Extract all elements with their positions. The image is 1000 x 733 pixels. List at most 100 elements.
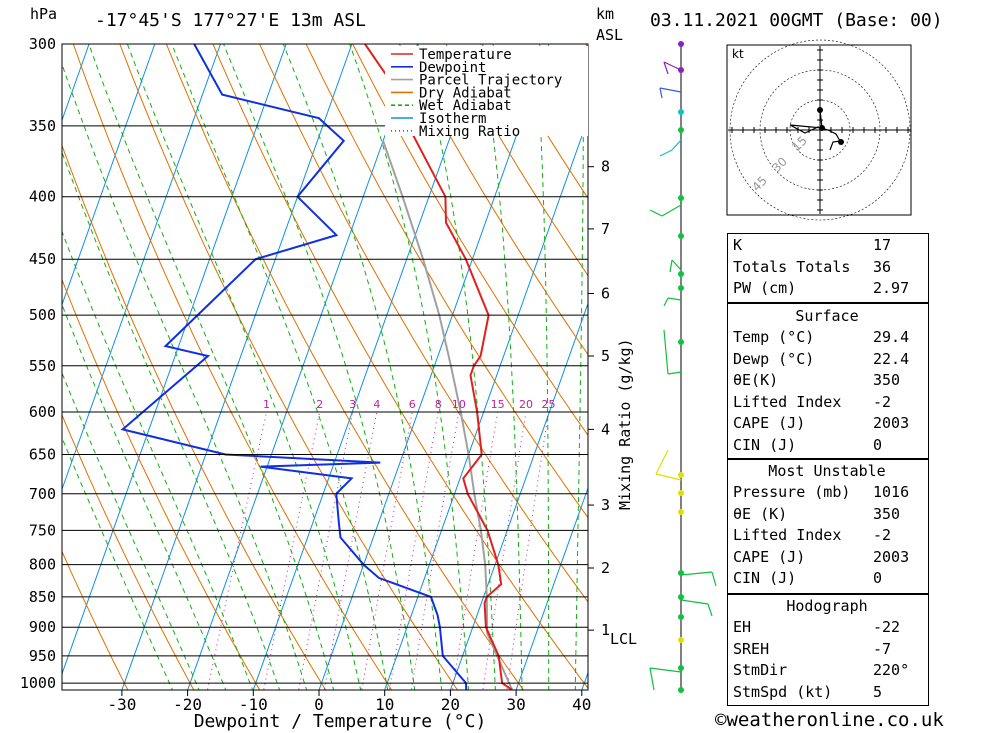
wind-barb (671, 259, 682, 271)
surface-title: Surface (795, 307, 859, 325)
index-value: 1016 (873, 483, 910, 501)
background-lines (0, 44, 588, 690)
dry-adiabat-line (72, 44, 393, 690)
height-tick-label: 4 (601, 420, 610, 438)
legend-label: Dewpoint (419, 60, 486, 76)
mixing-ratio-line (323, 411, 378, 690)
dry-adiabat-line (398, 44, 588, 356)
height-tick-label: 6 (601, 285, 610, 303)
wind-barb (663, 297, 669, 307)
basic-indices-box (727, 233, 929, 303)
mixing-ratio-line (506, 411, 549, 690)
pressure-unit-label: hPa (30, 5, 58, 23)
isotherm-line (515, 486, 588, 690)
wind-level-dot (678, 41, 684, 47)
wind-level-dot (678, 127, 684, 133)
chart-title: -17°45'S 177°27'E 13m ASL (95, 10, 366, 31)
mixing-ratio-label: 1 (263, 398, 270, 411)
index-value: -2 (873, 392, 892, 411)
dry-adiabat-line (62, 550, 129, 690)
surface-box (727, 303, 929, 459)
wind-level-dot (678, 271, 684, 277)
wind-barb (663, 329, 669, 375)
wind-barb (667, 371, 682, 375)
wind-level-dot (678, 509, 684, 515)
wind-level-dot (678, 687, 684, 693)
index-label: StmDir (733, 661, 788, 680)
legend-label: Mixing Ratio (419, 124, 520, 140)
index-label: θE(K) (733, 371, 779, 390)
pressure-tick-label: 900 (29, 618, 56, 636)
footer-credit: ©weatheronline.co.uk (715, 709, 944, 731)
index-value: -22 (873, 618, 901, 636)
wind-level-dot (678, 490, 684, 496)
dry-adiabat-line (305, 44, 588, 519)
height-tick-label: 2 (601, 559, 610, 577)
isotherm-line (121, 44, 353, 690)
height-unit-asl: ASL (596, 26, 624, 44)
index-value: -7 (873, 639, 892, 658)
isotherm-line (0, 44, 23, 690)
temperature-line (364, 44, 513, 690)
pressure-tick-label: 450 (29, 250, 56, 268)
axes: 1 2 3 4 6 8 10 15 20 2530035040045050055060065070… (20, 35, 637, 732)
wind-level-dot (678, 594, 684, 600)
wet-adiabat-line (62, 436, 174, 690)
wind-column (649, 41, 717, 693)
mixing-ratio-line (361, 411, 413, 690)
height-tick-label: 5 (601, 347, 610, 365)
wind-barb (667, 297, 682, 301)
wet-adiabat-line (62, 303, 227, 690)
dry-adiabat-line (62, 278, 261, 690)
isotherm-line (62, 44, 221, 491)
index-value: -2 (873, 526, 892, 545)
index-label: EH (733, 618, 752, 636)
index-label: θE (K) (733, 504, 788, 523)
index-label: Temp (°C) (733, 328, 815, 346)
pressure-tick-label: 600 (29, 403, 56, 421)
temperature-tick-label: -10 (239, 695, 268, 714)
temperature-tick-label: 10 (375, 695, 394, 714)
index-label: Lifted Index (733, 392, 842, 411)
hodograph-title: Hodograph (786, 597, 868, 615)
wind-barb (680, 599, 709, 605)
pressure-tick-label: 950 (29, 647, 56, 665)
index-label: Lifted Index (733, 526, 842, 545)
mixing-ratio-label: 15 (491, 398, 505, 411)
height-tick-label: 7 (601, 220, 610, 238)
wind-level-dot (678, 339, 684, 345)
wet-adiabat-line (62, 62, 308, 690)
temperature-tick-label: 30 (506, 695, 525, 714)
mixing-ratio-line (298, 411, 354, 690)
pressure-tick-label: 400 (29, 188, 56, 206)
dry-adiabat-line (119, 44, 459, 690)
index-label: CAPE (J) (733, 547, 806, 566)
isotherm-line (252, 44, 484, 690)
index-value: 2003 (873, 414, 910, 433)
pressure-tick-label: 550 (29, 357, 56, 375)
wet-adiabat-line (349, 44, 470, 690)
mixing-ratio-line (452, 411, 499, 690)
mixing-ratio-axis-label: Mixing Ratio (g/kg) (616, 338, 634, 510)
wind-barb (655, 473, 682, 481)
index-label: CIN (J) (733, 436, 797, 454)
height-tick-label: 3 (601, 496, 610, 514)
index-value: 2003 (873, 547, 910, 566)
mixing-ratio-label: 2 (316, 398, 323, 411)
wind-barb (659, 149, 673, 157)
wet-adiabat-line (62, 150, 281, 690)
wet-adiabat-line (62, 371, 200, 690)
pressure-tick-label: 1000 (20, 674, 56, 692)
index-label: Totals Totals (733, 257, 851, 276)
wind-barb (707, 603, 713, 617)
index-value: 29.4 (873, 328, 910, 346)
wet-adiabat-line (574, 44, 584, 690)
pressure-tick-label: 700 (29, 485, 56, 503)
index-value: 22.4 (873, 349, 910, 368)
wet-adiabat-line (171, 44, 389, 690)
most-unstable-box (727, 459, 929, 594)
most-unstable-title: Most Unstable (768, 462, 886, 480)
index-value: 5 (873, 682, 883, 701)
wet-adiabat-line (88, 44, 335, 690)
